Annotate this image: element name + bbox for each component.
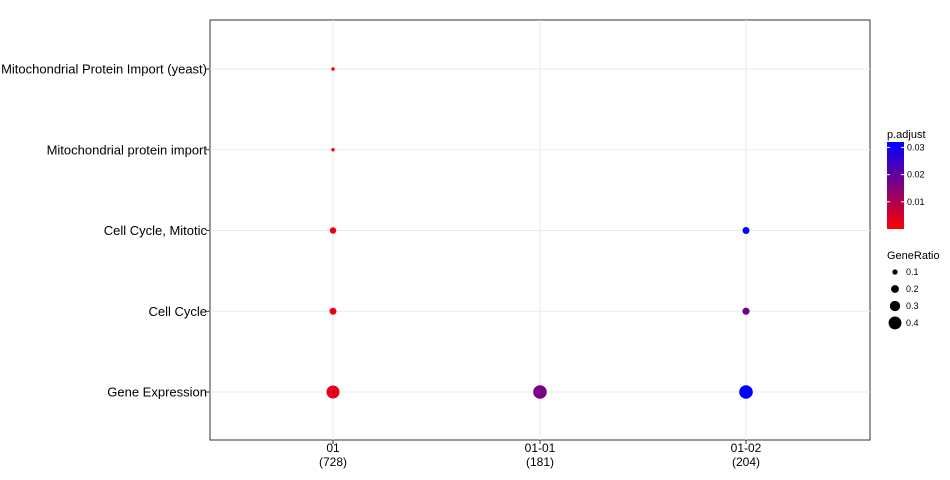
y-axis: Gene Expression Cell Cycle Cell Cycle, Mit… bbox=[1, 62, 210, 400]
data-point bbox=[739, 385, 753, 399]
gene-ratio-legend-title: GeneRatio bbox=[887, 250, 940, 262]
y-tick-label: Gene Expression bbox=[107, 385, 207, 400]
colorbar-tick-label: 0.02 bbox=[907, 170, 925, 180]
data-point bbox=[742, 227, 750, 234]
size-legend-label: 0.2 bbox=[906, 284, 919, 294]
data-point bbox=[326, 385, 340, 399]
size-legend-label: 0.1 bbox=[906, 267, 919, 277]
y-tick-label: Mitochondrial protein import bbox=[47, 142, 208, 157]
size-legend-label: 0.4 bbox=[906, 318, 919, 328]
x-tick-label: 01 bbox=[326, 441, 340, 455]
x-tick-label: 01-02 bbox=[731, 441, 762, 455]
p-adjust-colorbar bbox=[887, 142, 904, 229]
x-tick-label: 01-01 bbox=[525, 441, 556, 455]
size-legend-dot bbox=[889, 300, 901, 312]
x-axis: 01(728) 01-01(181) 01-02(204) bbox=[319, 440, 762, 469]
size-legend-dot bbox=[888, 316, 902, 330]
data-point bbox=[742, 307, 750, 315]
y-tick-label: Mitochondrial Protein Import (yeast) bbox=[1, 62, 207, 77]
x-tick-count: (204) bbox=[732, 455, 760, 469]
size-legend-dot bbox=[892, 269, 898, 275]
data-point bbox=[331, 67, 335, 71]
p-adjust-legend: p.adjust 0.01 0.02 0.03 bbox=[887, 129, 926, 229]
colorbar-tick-label: 0.01 bbox=[907, 197, 925, 207]
data-point bbox=[533, 385, 547, 399]
data-point bbox=[329, 307, 337, 315]
y-tick-label: Cell Cycle, Mitotic bbox=[104, 223, 208, 238]
x-tick-count: (728) bbox=[319, 455, 347, 469]
gene-ratio-legend: GeneRatio 0.1 0.2 0.3 0.4 bbox=[887, 250, 940, 330]
data-point bbox=[331, 147, 335, 152]
y-tick-label: Cell Cycle bbox=[148, 304, 207, 319]
data-points bbox=[326, 67, 753, 399]
x-tick-count: (181) bbox=[526, 455, 554, 469]
size-legend-dot bbox=[891, 285, 899, 293]
colorbar-tick-label: 0.03 bbox=[907, 142, 925, 152]
size-legend-label: 0.3 bbox=[906, 301, 919, 311]
p-adjust-legend-title: p.adjust bbox=[887, 129, 926, 141]
data-point bbox=[329, 227, 337, 234]
